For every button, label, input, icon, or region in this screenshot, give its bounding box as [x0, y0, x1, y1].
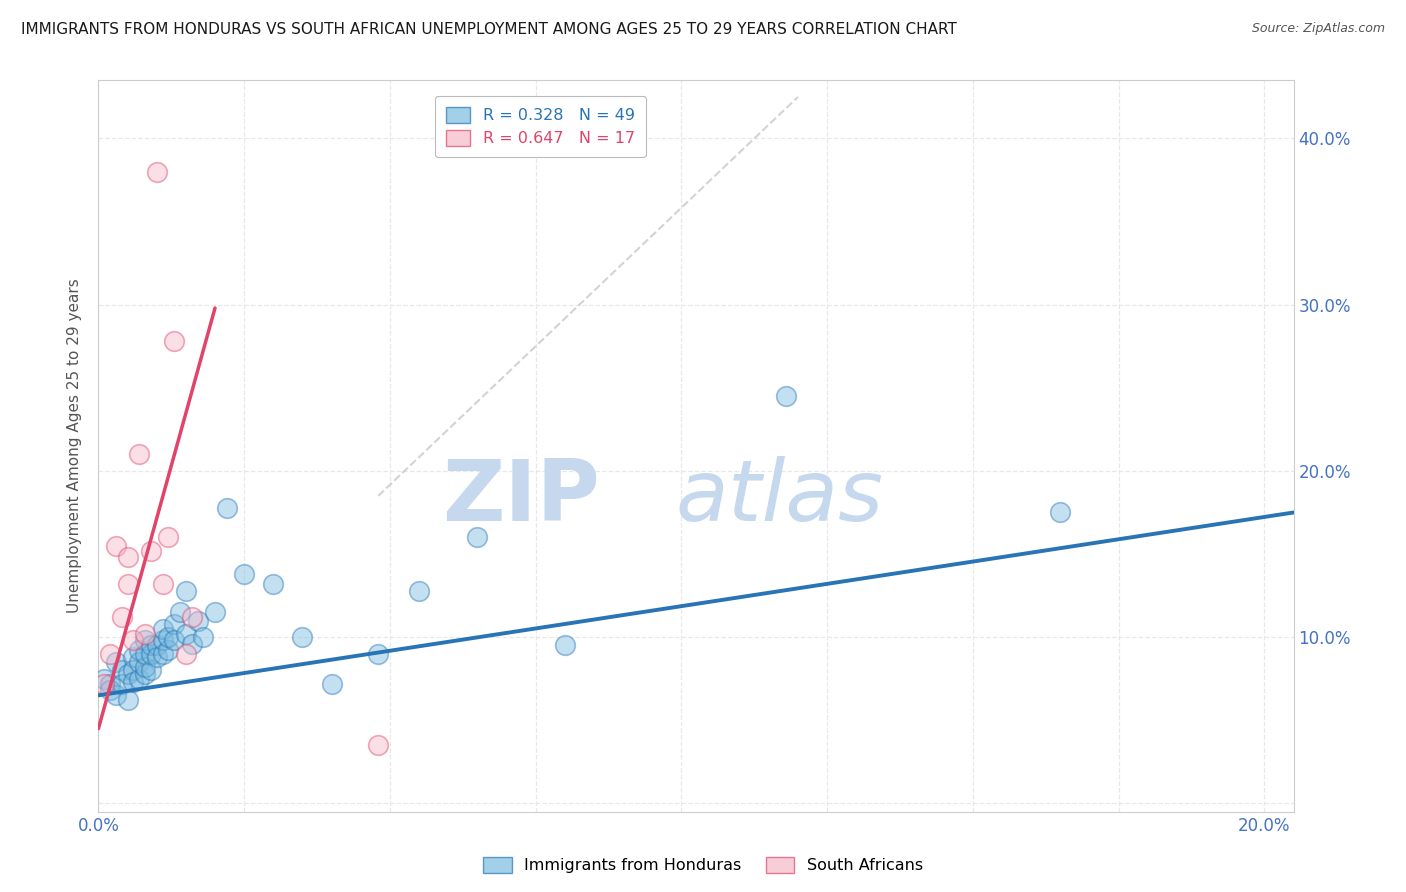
- Point: [145, 164, 167, 178]
- Point: [174, 647, 197, 661]
- Point: [163, 616, 186, 631]
- Point: [775, 389, 797, 403]
- Point: [111, 676, 134, 690]
- Point: [174, 627, 197, 641]
- Point: [204, 605, 226, 619]
- Point: [134, 660, 156, 674]
- Point: [128, 643, 150, 657]
- Point: [93, 676, 115, 690]
- Point: [152, 622, 174, 636]
- Legend: Immigrants from Honduras, South Africans: Immigrants from Honduras, South Africans: [477, 850, 929, 880]
- Point: [117, 666, 139, 681]
- Text: ZIP: ZIP: [443, 456, 600, 539]
- Point: [157, 643, 180, 657]
- Point: [157, 630, 180, 644]
- Point: [262, 577, 284, 591]
- Point: [122, 675, 145, 690]
- Point: [98, 683, 121, 698]
- Point: [321, 676, 343, 690]
- Point: [134, 647, 156, 661]
- Y-axis label: Unemployment Among Ages 25 to 29 years: Unemployment Among Ages 25 to 29 years: [67, 278, 83, 614]
- Point: [163, 334, 186, 349]
- Point: [186, 614, 208, 628]
- Point: [104, 689, 127, 703]
- Point: [134, 627, 156, 641]
- Point: [128, 672, 150, 686]
- Point: [163, 633, 186, 648]
- Point: [367, 647, 389, 661]
- Point: [139, 647, 162, 661]
- Point: [111, 664, 134, 678]
- Point: [139, 639, 162, 653]
- Point: [367, 738, 389, 752]
- Point: [139, 543, 162, 558]
- Point: [193, 630, 215, 644]
- Point: [117, 693, 139, 707]
- Point: [408, 583, 430, 598]
- Point: [152, 633, 174, 648]
- Point: [98, 647, 121, 661]
- Point: [104, 539, 127, 553]
- Point: [134, 666, 156, 681]
- Point: [122, 650, 145, 665]
- Point: [1049, 506, 1071, 520]
- Point: [169, 605, 191, 619]
- Point: [233, 567, 256, 582]
- Point: [152, 577, 174, 591]
- Point: [157, 530, 180, 544]
- Point: [554, 639, 576, 653]
- Point: [145, 650, 167, 665]
- Point: [152, 647, 174, 661]
- Point: [128, 655, 150, 669]
- Point: [117, 577, 139, 591]
- Point: [180, 610, 202, 624]
- Point: [104, 655, 127, 669]
- Point: [93, 672, 115, 686]
- Point: [117, 550, 139, 565]
- Point: [145, 639, 167, 653]
- Point: [467, 530, 489, 544]
- Point: [122, 633, 145, 648]
- Point: [98, 676, 121, 690]
- Text: IMMIGRANTS FROM HONDURAS VS SOUTH AFRICAN UNEMPLOYMENT AMONG AGES 25 TO 29 YEARS: IMMIGRANTS FROM HONDURAS VS SOUTH AFRICA…: [21, 22, 957, 37]
- Point: [174, 583, 197, 598]
- Point: [111, 610, 134, 624]
- Legend: R = 0.328   N = 49, R = 0.647   N = 17: R = 0.328 N = 49, R = 0.647 N = 17: [434, 95, 647, 158]
- Text: atlas: atlas: [676, 456, 883, 539]
- Point: [291, 630, 314, 644]
- Point: [122, 664, 145, 678]
- Point: [215, 500, 238, 515]
- Text: Source: ZipAtlas.com: Source: ZipAtlas.com: [1251, 22, 1385, 36]
- Point: [134, 633, 156, 648]
- Point: [139, 664, 162, 678]
- Point: [180, 637, 202, 651]
- Point: [128, 447, 150, 461]
